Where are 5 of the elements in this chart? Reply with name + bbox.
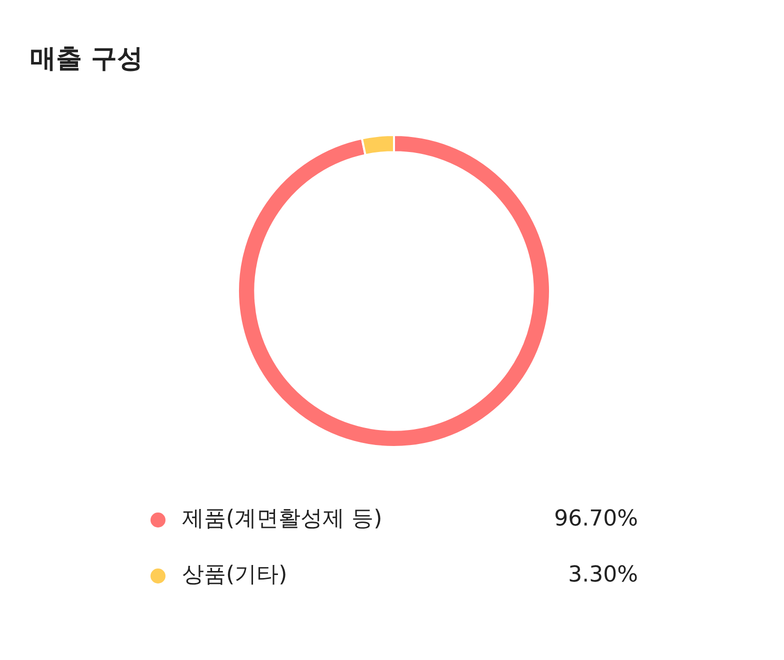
legend-label: 상품(기타) [182,562,288,588]
data-label: 3.30% [568,562,638,588]
data-label: 96.70% [554,506,638,532]
legend-label: 제품(계면활성제 등) [182,506,382,532]
chart-title: 매출 구성 [30,44,144,74]
